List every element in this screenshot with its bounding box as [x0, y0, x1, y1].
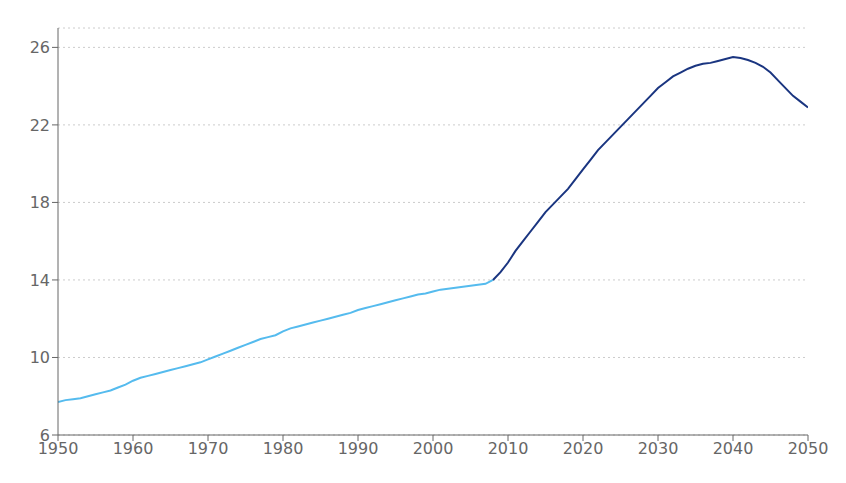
- svg-text:18: 18: [30, 193, 50, 212]
- svg-text:1950: 1950: [37, 439, 79, 459]
- svg-text:10: 10: [30, 348, 50, 367]
- svg-text:22: 22: [30, 116, 50, 135]
- svg-text:2040: 2040: [713, 439, 754, 458]
- svg-text:2030: 2030: [638, 439, 679, 458]
- svg-text:26: 26: [30, 38, 50, 57]
- svg-text:2050: 2050: [788, 439, 829, 458]
- svg-text:1960: 1960: [113, 439, 154, 458]
- svg-text:1970: 1970: [188, 439, 229, 458]
- svg-text:2010: 2010: [488, 439, 529, 458]
- svg-text:2000: 2000: [413, 439, 454, 458]
- svg-text:6: 6: [40, 426, 50, 445]
- svg-text:2020: 2020: [563, 439, 604, 458]
- svg-text:14: 14: [30, 271, 50, 290]
- svg-text:1980: 1980: [263, 439, 304, 458]
- svg-text:1990: 1990: [338, 439, 379, 458]
